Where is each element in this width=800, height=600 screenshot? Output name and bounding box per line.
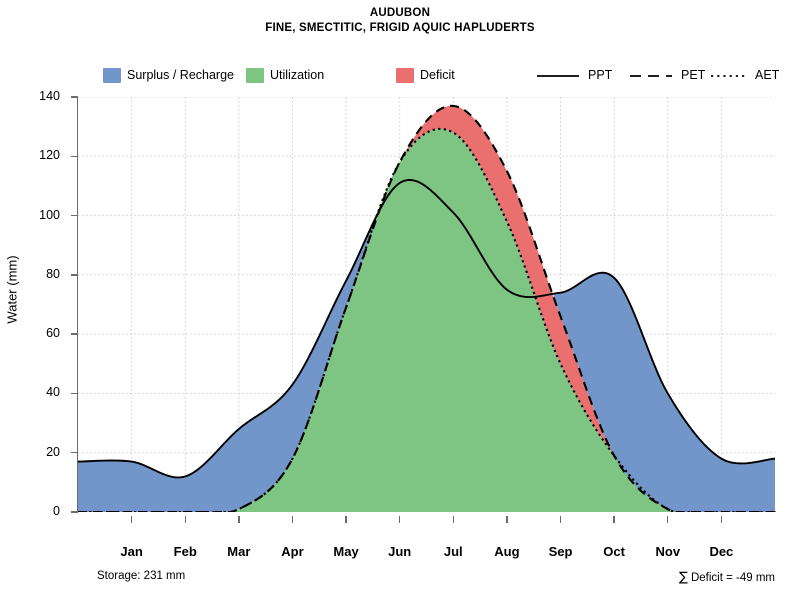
y-axis-label: Water (mm): [4, 255, 20, 324]
x-tick-mark-jun: [398, 516, 401, 523]
legend-label-pet: PET: [681, 68, 706, 82]
legend-swatch-utilization: [246, 68, 264, 83]
x-tick-mark-sep: [559, 516, 562, 523]
curve-aet: [78, 127, 775, 514]
deficit-annotation: ∑ Deficit = -49 mm: [679, 570, 775, 585]
plot-svg: [77, 96, 776, 514]
x-tick-label-nov: Nov: [655, 544, 681, 559]
plot-area: [77, 96, 776, 514]
y-tick-mark-0: [71, 511, 77, 513]
y-tick-mark-80: [71, 274, 77, 276]
x-tick-mark-dec: [720, 516, 723, 523]
y-tick-mark-100: [71, 214, 77, 217]
y-tick-mark-60: [71, 333, 77, 335]
area-surplus-recharge: [78, 214, 775, 512]
legend-line-pet-icon: [630, 75, 672, 77]
legend-swatch-surplus: [103, 68, 121, 83]
x-tick-mark-aug: [506, 516, 508, 523]
x-tick-label-mar: Mar: [227, 544, 251, 559]
legend-label-utilization: Utilization: [270, 68, 325, 82]
y-tick-label-20: 20: [46, 444, 60, 459]
y-tick-mark-20: [71, 452, 77, 454]
x-tick-label-may: May: [333, 544, 359, 559]
legend-label-surplus: Surplus / Recharge: [127, 68, 235, 82]
y-tick-mark-140: [71, 96, 77, 98]
x-tick-label-aug: Aug: [494, 544, 520, 559]
x-tick-label-oct: Oct: [603, 544, 625, 559]
x-tick-mark-nov: [667, 516, 669, 523]
curve-pet: [78, 104, 775, 514]
legend-label-deficit: Deficit: [420, 68, 455, 82]
x-tick-label-dec: Dec: [709, 544, 734, 559]
deficit-text: Deficit = -49 mm: [690, 572, 775, 584]
y-tick-mark-40: [71, 392, 77, 395]
x-tick-mark-jul: [452, 516, 454, 523]
y-tick-label-100: 100: [39, 207, 60, 222]
y-axis-line: [77, 96, 79, 513]
legend-label-aet: AET: [755, 68, 780, 82]
legend-line-aet-icon: [711, 75, 747, 77]
x-tick-label-apr: Apr: [281, 544, 304, 559]
legend: Surplus / Recharge Utilization Deficit P…: [0, 68, 800, 86]
page-title: AUDUBON FINE, SMECTITIC, FRIGID AQUIC HA…: [0, 6, 800, 36]
legend-swatch-deficit: [396, 68, 414, 83]
x-tick-mark-may: [345, 516, 347, 523]
x-tick-label-jul: Jul: [443, 544, 463, 559]
area-deficit: [401, 105, 612, 453]
x-tick-label-jun: Jun: [388, 544, 412, 559]
sum-symbol: ∑: [678, 570, 688, 585]
x-tick-mark-apr: [291, 516, 294, 523]
x-tick-mark-oct: [613, 516, 615, 523]
x-tick-mark-feb: [184, 516, 186, 523]
x-tick-label-feb: Feb: [173, 544, 197, 559]
x-tick-label-jan: Jan: [120, 544, 143, 559]
x-tick-mark-mar: [238, 516, 240, 523]
y-tick-label-60: 60: [46, 326, 60, 341]
area-utilization: [232, 128, 675, 512]
y-tick-label-40: 40: [46, 385, 60, 400]
y-tick-label-140: 140: [39, 89, 60, 103]
title-line-1: AUDUBON: [369, 7, 431, 19]
x-tick-mark-jan: [130, 516, 133, 523]
legend-line-ppt-icon: [537, 75, 579, 77]
x-tick-label-sep: Sep: [548, 544, 573, 559]
title-line-2: FINE, SMECTITIC, FRIGID AQUIC HAPLUDERTS: [265, 22, 535, 34]
curve-ppt: [77, 179, 776, 479]
y-tick-label-0: 0: [53, 504, 60, 518]
y-tick-label-120: 120: [39, 148, 60, 163]
legend-label-ppt: PPT: [588, 68, 613, 82]
y-tick-mark-120: [71, 155, 77, 157]
y-tick-label-80: 80: [46, 266, 60, 281]
storage-annotation: Storage: 231 mm: [97, 570, 186, 582]
